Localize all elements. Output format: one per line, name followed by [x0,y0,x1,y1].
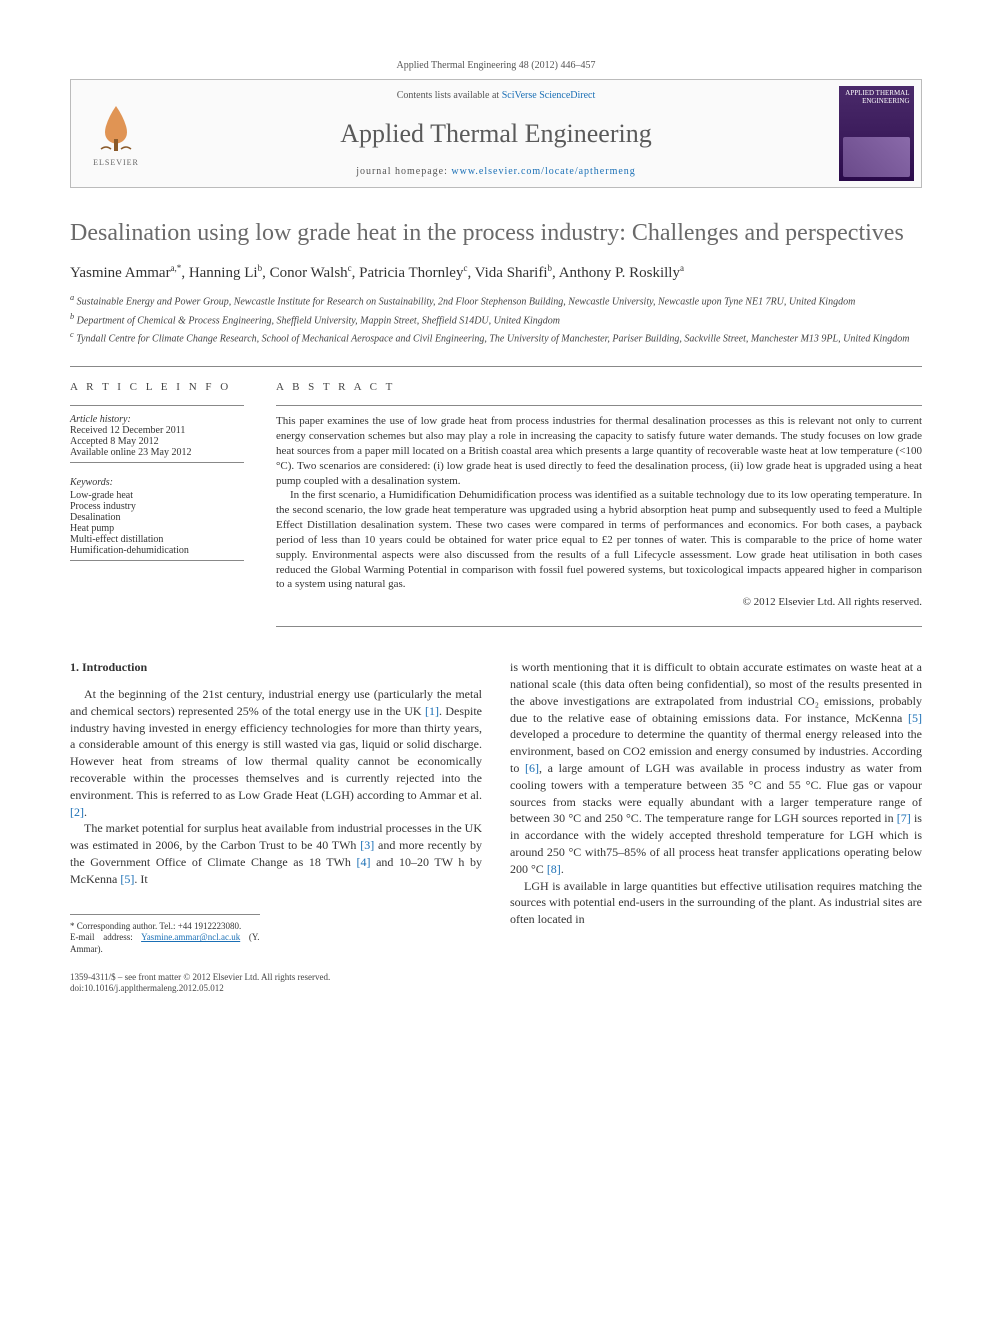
keywords-label: Keywords: [70,477,244,488]
keyword-item: Humification-dehumidication [70,545,244,556]
keyword-item: Heat pump [70,523,244,534]
abstract-p1: This paper examines the use of low grade… [276,414,922,488]
page: Applied Thermal Engineering 48 (2012) 44… [0,0,992,1035]
divider [70,560,244,561]
front-matter-line: 1359-4311/$ – see front matter © 2012 El… [70,972,922,984]
author-email-link[interactable]: Yasmine.ammar@ncl.ac.uk [141,932,240,942]
body-paragraph: At the beginning of the 21st century, in… [70,686,482,820]
affiliation: a Sustainable Energy and Power Group, Ne… [70,292,922,309]
email-label: E-mail address: [70,932,141,942]
affiliations: a Sustainable Energy and Power Group, Ne… [70,292,922,346]
body-col-left: 1. Introduction At the beginning of the … [70,659,482,955]
history-label: Article history: [70,414,244,425]
body-paragraph: The market potential for surplus heat av… [70,820,482,887]
sciencedirect-link[interactable]: SciVerse ScienceDirect [502,90,596,101]
abstract-text: This paper examines the use of low grade… [276,414,922,592]
ref-link[interactable]: [3] [360,838,374,852]
cover-cell: APPLIED THERMAL ENGINEERING [831,80,921,187]
publisher-logo-cell: ELSEVIER [71,80,161,187]
history-item: Received 12 December 2011 [70,425,244,436]
elsevier-logo[interactable]: ELSEVIER [81,94,151,174]
ref-link[interactable]: [7] [897,811,911,825]
divider [70,462,244,463]
keyword-item: Low-grade heat [70,490,244,501]
homepage-prefix: journal homepage: [356,166,451,177]
citation-line: Applied Thermal Engineering 48 (2012) 44… [70,60,922,71]
abstract-block: A B S T R A C T This paper examines the … [260,367,922,635]
article-title: Desalination using low grade heat in the… [70,218,922,249]
cover-image-placeholder [843,137,910,177]
journal-cover-thumb[interactable]: APPLIED THERMAL ENGINEERING [839,86,914,181]
header-center: Contents lists available at SciVerse Sci… [161,80,831,187]
section-heading: 1. Introduction [70,659,482,676]
homepage-link[interactable]: www.elsevier.com/locate/apthermeng [451,166,635,177]
ref-link[interactable]: [4] [356,855,370,869]
abstract-heading: A B S T R A C T [276,381,922,393]
keyword-item: Process industry [70,501,244,512]
ref-link[interactable]: [5] [120,872,134,886]
contents-available: Contents lists available at SciVerse Sci… [169,90,823,101]
ref-link[interactable]: [2] [70,805,84,819]
ref-link[interactable]: [1] [425,704,439,718]
journal-header: ELSEVIER Contents lists available at Sci… [70,79,922,188]
elsevier-tree-icon [91,101,141,156]
ref-link[interactable]: [8] [547,862,561,876]
article-info-heading: A R T I C L E I N F O [70,381,244,393]
affiliation: c Tyndall Centre for Climate Change Rese… [70,329,922,346]
article-info-block: A R T I C L E I N F O Article history: R… [70,366,922,635]
keywords-list: Low-grade heatProcess industryDesalinati… [70,490,244,556]
author-list: Yasmine Ammara,*, Hanning Lib, Conor Wal… [70,263,922,282]
footer: 1359-4311/$ – see front matter © 2012 El… [70,972,922,995]
corresponding-author: * Corresponding author. Tel.: +44 191222… [70,921,260,933]
history-list: Received 12 December 2011Accepted 8 May … [70,425,244,458]
journal-homepage: journal homepage: www.elsevier.com/locat… [169,166,823,177]
ref-link[interactable]: [6] [525,761,539,775]
history-item: Accepted 8 May 2012 [70,436,244,447]
copyright: © 2012 Elsevier Ltd. All rights reserved… [276,596,922,618]
abstract-p2: In the first scenario, a Humidification … [276,488,922,592]
footnotes: * Corresponding author. Tel.: +44 191222… [70,914,260,956]
divider [70,405,244,406]
keyword-item: Multi-effect distillation [70,534,244,545]
body-paragraph: LGH is available in large quantities but… [510,878,922,928]
body-paragraph: is worth mentioning that it is difficult… [510,659,922,877]
divider [276,626,922,627]
body-columns: 1. Introduction At the beginning of the … [70,659,922,955]
doi-line: doi:10.1016/j.applthermaleng.2012.05.012 [70,983,922,995]
publisher-name: ELSEVIER [93,158,139,167]
history-item: Available online 23 May 2012 [70,447,244,458]
journal-name: Applied Thermal Engineering [169,119,823,149]
affiliation: b Department of Chemical & Process Engin… [70,311,922,328]
cover-title: APPLIED THERMAL ENGINEERING [843,90,910,105]
body-col-right: is worth mentioning that it is difficult… [510,659,922,955]
keyword-item: Desalination [70,512,244,523]
email-line: E-mail address: Yasmine.ammar@ncl.ac.uk … [70,932,260,955]
ref-link[interactable]: [5] [908,711,922,725]
article-info-left: A R T I C L E I N F O Article history: R… [70,367,260,635]
contents-prefix: Contents lists available at [397,90,502,101]
divider [276,405,922,406]
